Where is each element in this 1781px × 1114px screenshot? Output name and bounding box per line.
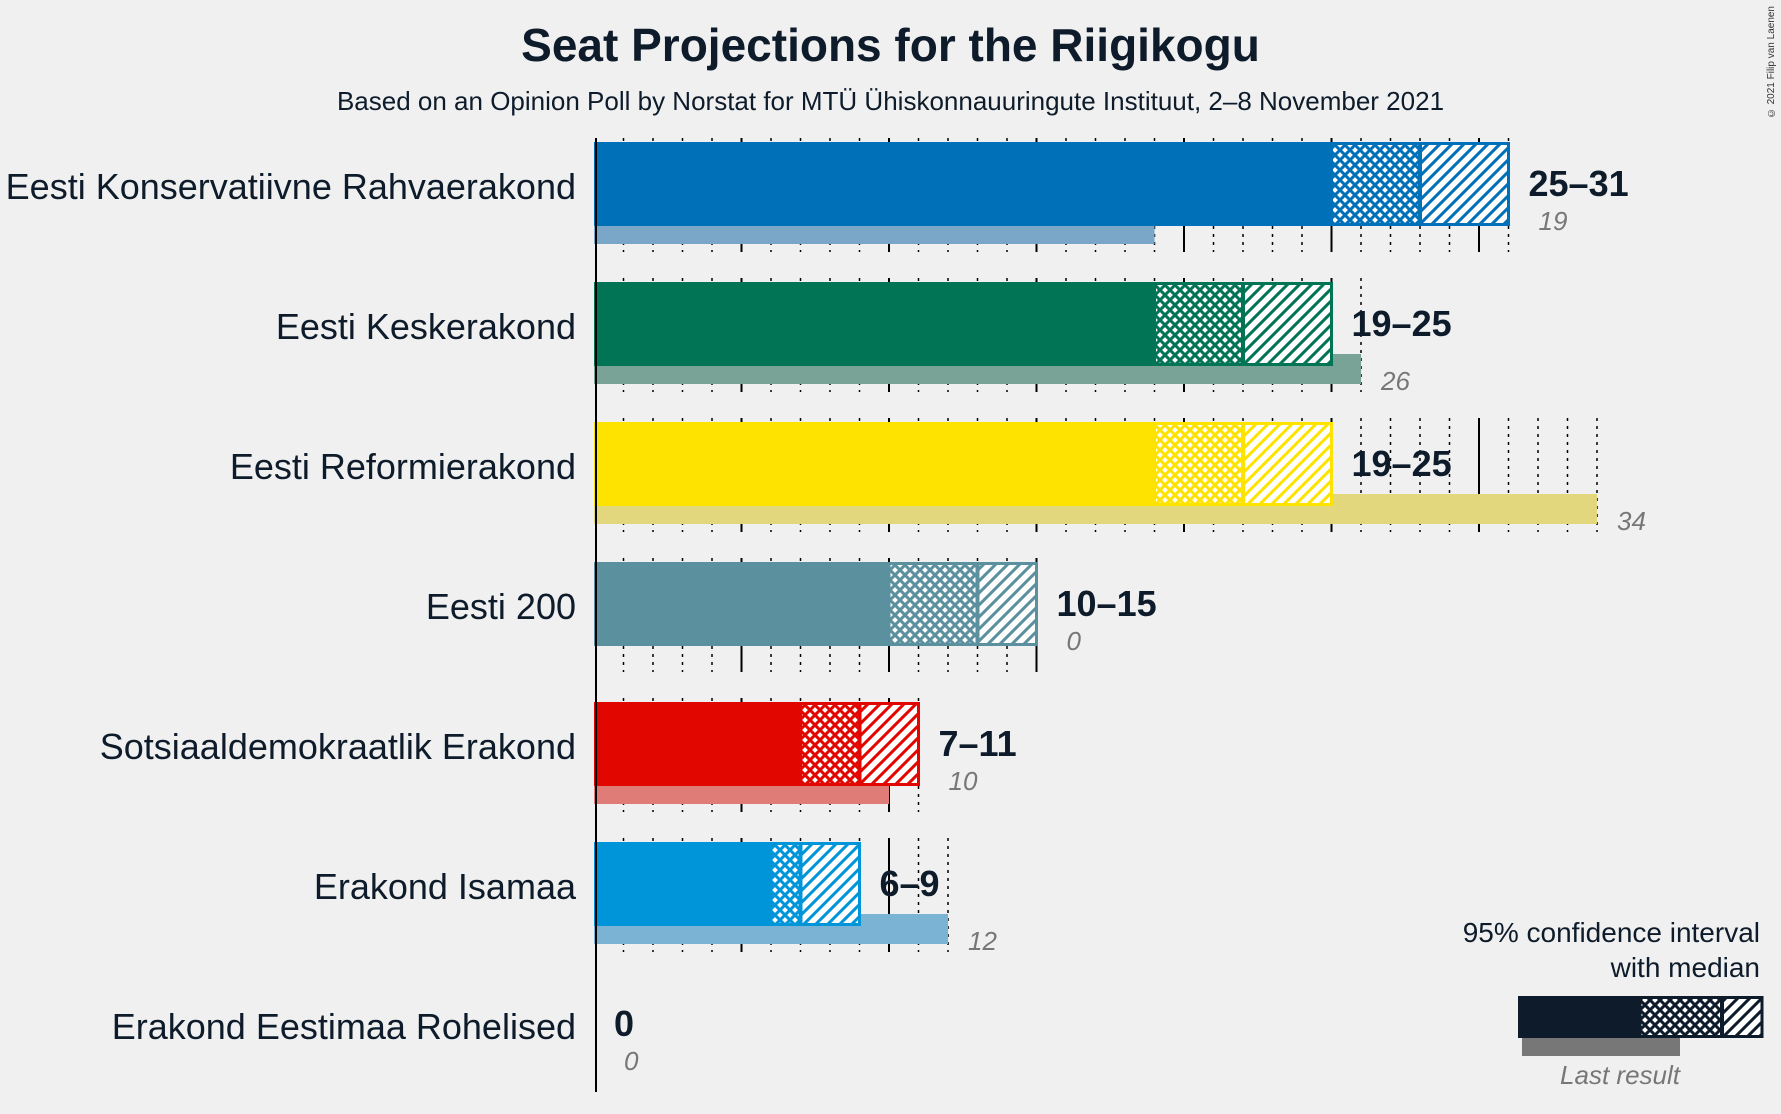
last-result-label: 10	[949, 766, 978, 796]
projection-bar	[594, 702, 801, 786]
party-row: Eesti Reformierakond 19–25 34	[230, 418, 1646, 536]
ci-upper-segment	[1243, 422, 1332, 506]
range-label: 7–11	[939, 723, 1017, 764]
range-label: 6–9	[880, 863, 940, 904]
ci-lower-segment	[889, 562, 978, 646]
party-name: Eesti 200	[426, 586, 576, 627]
ci-outline	[887, 562, 1038, 646]
party-row: Eesti Keskerakond 19–25 26	[276, 278, 1452, 396]
party-row: Erakond Eestimaa Rohelised 00	[112, 1003, 639, 1076]
range-label: 10–15	[1057, 583, 1157, 624]
party-row: Eesti 200 10–150	[426, 558, 1157, 672]
ci-upper-segment	[800, 842, 860, 926]
legend-last-result-label: Last result	[1560, 1060, 1682, 1090]
ci-upper-segment	[977, 562, 1037, 646]
ci-upper-segment	[1243, 282, 1332, 366]
chart-title: Seat Projections for the Riigikogu	[521, 19, 1260, 71]
projection-bar	[594, 142, 1332, 226]
legend-title-line1: 95% confidence interval	[1463, 917, 1760, 948]
last-result-label: 34	[1617, 506, 1646, 536]
party-name: Sotsiaaldemokraatlik Erakond	[100, 726, 576, 767]
legend-cross-segment	[1640, 996, 1722, 1038]
last-result-label: 0	[624, 1046, 639, 1076]
range-label: 25–31	[1529, 163, 1629, 204]
range-label: 19–25	[1352, 303, 1452, 344]
ci-lower-segment	[1331, 142, 1420, 226]
chart-subtitle: Based on an Opinion Poll by Norstat for …	[336, 86, 1445, 116]
ci-upper-segment	[1420, 142, 1509, 226]
party-row: Erakond Isamaa 6–9 12	[314, 838, 997, 956]
ci-outline	[769, 842, 861, 926]
projection-bar	[594, 282, 1155, 366]
last-result-label: 0	[1067, 626, 1082, 656]
legend-title-line2: with median	[1610, 952, 1760, 983]
last-result-label: 12	[968, 926, 997, 956]
projection-bar	[594, 842, 771, 926]
range-label: 19–25	[1352, 443, 1452, 484]
party-name: Erakond Eestimaa Rohelised	[112, 1006, 576, 1047]
range-label: 0	[614, 1003, 634, 1044]
ci-lower-segment	[1154, 282, 1243, 366]
projection-bar	[594, 562, 889, 646]
legend-hatch-segment	[1722, 996, 1762, 1038]
party-name: Erakond Isamaa	[314, 866, 577, 907]
ci-lower-segment	[771, 842, 801, 926]
legend-ci-outline	[1638, 996, 1764, 1038]
party-name: Eesti Keskerakond	[276, 306, 576, 347]
ci-upper-segment	[859, 702, 919, 786]
legend-solid-segment	[1518, 996, 1640, 1038]
ci-lower-segment	[800, 702, 860, 786]
last-result-label: 26	[1380, 366, 1410, 396]
ci-lower-segment	[1154, 422, 1243, 506]
party-name: Eesti Konservatiivne Rahvaerakond	[6, 166, 576, 207]
party-name: Eesti Reformierakond	[230, 446, 576, 487]
last-result-label: 19	[1539, 206, 1568, 236]
projection-bar	[594, 422, 1155, 506]
legend: 95% confidence interval with median Last r…	[1463, 917, 1764, 1090]
